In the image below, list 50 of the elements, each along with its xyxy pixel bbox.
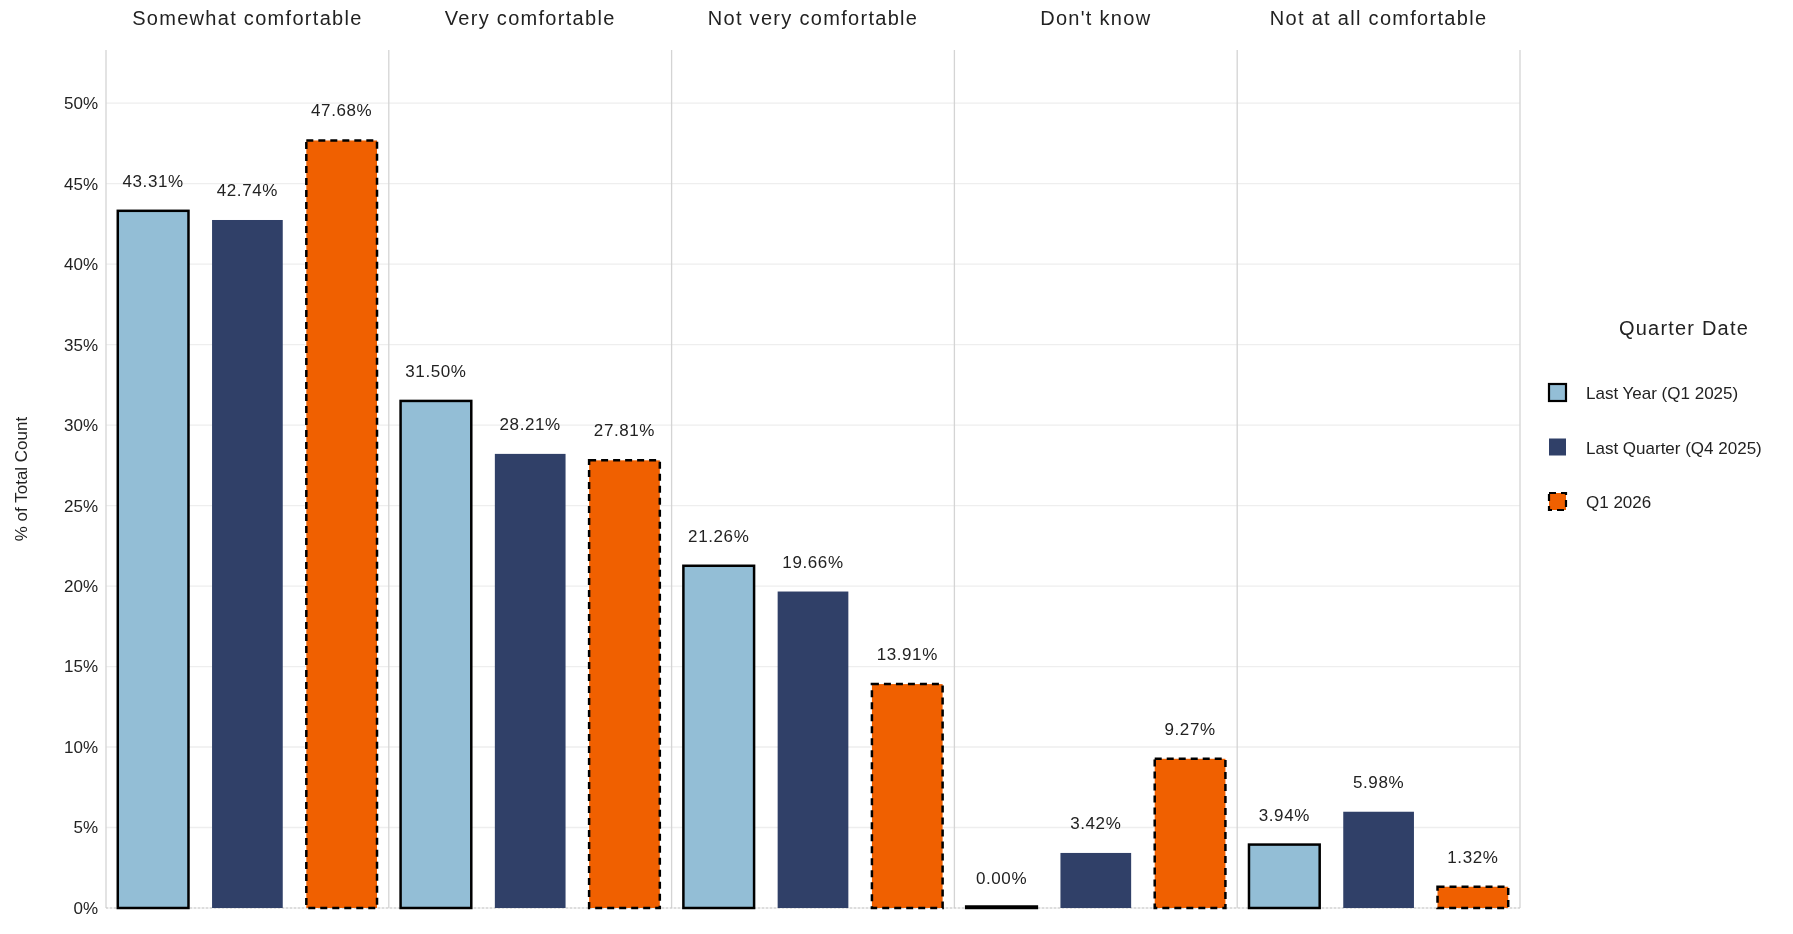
bar xyxy=(1343,811,1414,908)
bar xyxy=(305,139,379,910)
y-tick-label: 50% xyxy=(63,94,98,114)
bar xyxy=(1247,843,1321,910)
legend-label: Last Year (Q1 2025) xyxy=(1586,384,1739,403)
y-tick-label: 20% xyxy=(63,577,98,596)
legend-label: Q1 2026 xyxy=(1586,493,1652,512)
x-tick-label: Very comfortable xyxy=(444,7,616,29)
y-tick-label: 0% xyxy=(73,898,98,918)
legend-label: Last Quarter (Q4 2025) xyxy=(1586,438,1762,458)
data-label: 42.74% xyxy=(216,180,279,200)
y-tick-label: 30% xyxy=(63,416,98,436)
data-label: 3.94% xyxy=(1258,805,1310,825)
bar xyxy=(1436,885,1510,910)
data-label: 43.31% xyxy=(122,171,184,191)
data-label: 21.26% xyxy=(688,526,750,546)
bar xyxy=(116,209,190,910)
data-label: 31.50% xyxy=(405,361,467,381)
legend-title: Quarter Date xyxy=(1619,317,1750,339)
bar xyxy=(212,219,283,908)
bar xyxy=(494,453,566,908)
y-tick-label: 10% xyxy=(63,737,98,757)
y-tick-label: 25% xyxy=(63,496,98,516)
data-label: 3.42% xyxy=(1070,813,1122,833)
x-tick-label: Somewhat comfortable xyxy=(132,7,363,29)
x-tick-label: Don't know xyxy=(1040,7,1152,29)
data-label: 5.98% xyxy=(1353,772,1405,792)
data-label: 0.00% xyxy=(975,869,1028,888)
y-axis-title: % of Total Count xyxy=(12,416,31,542)
data-label: 28.21% xyxy=(499,414,561,434)
bar xyxy=(587,459,662,910)
data-label: 47.68% xyxy=(311,101,373,121)
y-tick-label: 40% xyxy=(63,255,98,275)
data-label: 9.27% xyxy=(1164,719,1216,739)
bar xyxy=(1060,852,1132,908)
bar xyxy=(1153,757,1227,910)
data-label: 27.81% xyxy=(593,421,656,441)
y-tick-label: 45% xyxy=(63,174,98,194)
x-tick-label: Not very comfortable xyxy=(707,7,919,29)
bar xyxy=(399,399,473,910)
bar xyxy=(682,564,756,910)
y-tick-label: 35% xyxy=(63,335,98,355)
x-tick-label: Not at all comfortable xyxy=(1269,7,1488,29)
y-tick-label: 15% xyxy=(63,657,98,677)
bar xyxy=(777,591,849,908)
y-tick-label: 5% xyxy=(73,818,98,838)
data-label: 1.32% xyxy=(1447,847,1499,867)
bar xyxy=(870,682,944,910)
data-label: 13.91% xyxy=(876,645,938,665)
data-label: 19.66% xyxy=(782,552,844,572)
